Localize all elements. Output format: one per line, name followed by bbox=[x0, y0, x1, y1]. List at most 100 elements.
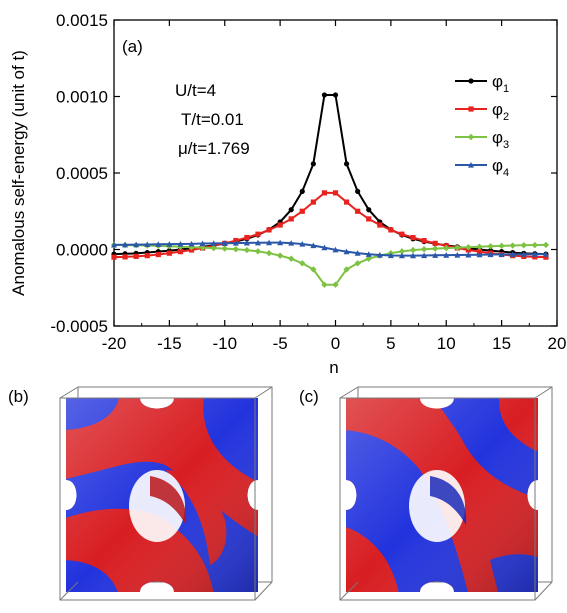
panel-a: -20 -15 -10 -5 0 5 10 15 20 -0.0005 0.0000 0.0005 0.… bbox=[9, 11, 566, 377]
data-point bbox=[210, 240, 217, 246]
data-point bbox=[487, 251, 494, 258]
series-4 bbox=[111, 239, 549, 259]
data-point bbox=[188, 240, 195, 247]
data-point bbox=[531, 241, 539, 249]
data-point bbox=[465, 244, 472, 251]
data-point bbox=[332, 281, 339, 288]
data-point bbox=[254, 248, 262, 255]
data-point bbox=[454, 244, 461, 251]
legend-label: φ1 bbox=[492, 72, 509, 95]
data-point bbox=[244, 234, 250, 241]
data-point bbox=[265, 249, 273, 257]
data-point bbox=[376, 252, 383, 258]
data-point bbox=[343, 199, 350, 205]
panel-b: (b) bbox=[8, 386, 273, 601]
data-point bbox=[122, 254, 128, 260]
data-point bbox=[377, 222, 383, 228]
data-point bbox=[365, 251, 372, 257]
legend: φ1 φ2 φ3 φ4 bbox=[455, 72, 509, 179]
data-point bbox=[432, 240, 438, 246]
series-line bbox=[113, 93, 546, 256]
data-point bbox=[321, 190, 328, 196]
data-point bbox=[410, 252, 417, 259]
data-point bbox=[343, 266, 350, 273]
data-point bbox=[454, 252, 461, 258]
data-point bbox=[432, 252, 439, 258]
data-point bbox=[332, 190, 339, 196]
data-point bbox=[509, 251, 516, 257]
data-point bbox=[410, 234, 416, 241]
data-point bbox=[343, 161, 350, 167]
x-tick-label: 10 bbox=[437, 334, 456, 353]
data-point bbox=[409, 246, 417, 254]
x-tick-label: -20 bbox=[102, 334, 127, 353]
data-point bbox=[398, 252, 405, 259]
data-point bbox=[487, 243, 494, 250]
data-point bbox=[443, 244, 450, 252]
axis-ticks: -20 -15 -10 -5 0 5 10 15 20 -0.0005 0.0000 0.0005 0.… bbox=[50, 11, 566, 353]
cube-front-edges-b bbox=[59, 386, 273, 601]
data-point bbox=[421, 252, 428, 259]
y-axis-label: Anomalous self-energy (unit of t) bbox=[9, 50, 28, 296]
data-point bbox=[420, 245, 428, 253]
series-line bbox=[113, 191, 546, 259]
data-point bbox=[310, 199, 316, 205]
data-point bbox=[387, 252, 394, 259]
data-point bbox=[133, 241, 140, 248]
data-point bbox=[398, 248, 406, 255]
data-point bbox=[509, 242, 516, 249]
annotation-t: T/t=0.01 bbox=[181, 110, 244, 129]
x-tick-label: 15 bbox=[492, 334, 511, 353]
data-point bbox=[133, 253, 139, 259]
data-point bbox=[343, 248, 350, 255]
data-point bbox=[144, 253, 150, 259]
panel-label-a: (a) bbox=[122, 37, 143, 56]
data-point bbox=[266, 227, 272, 233]
cube-front-edges-c bbox=[339, 386, 553, 601]
data-point bbox=[288, 240, 295, 246]
data-point bbox=[232, 240, 239, 246]
annotation-u: U/t=4 bbox=[175, 81, 216, 100]
data-point bbox=[421, 238, 427, 244]
data-point bbox=[144, 241, 151, 248]
x-tick-label: -15 bbox=[157, 334, 182, 353]
data-point bbox=[111, 254, 117, 260]
y-tick-label: 0.0005 bbox=[56, 164, 108, 183]
data-point bbox=[310, 242, 317, 249]
data-point bbox=[232, 245, 240, 253]
y-tick-label: 0.0010 bbox=[56, 88, 108, 107]
data-point bbox=[276, 252, 284, 259]
data-point bbox=[221, 245, 228, 252]
legend-marker bbox=[468, 78, 474, 84]
data-point bbox=[520, 242, 527, 249]
panel-label-c: (c) bbox=[299, 387, 319, 406]
data-point bbox=[542, 251, 549, 257]
data-point bbox=[299, 260, 306, 267]
legend-label: φ4 bbox=[492, 156, 509, 179]
data-point bbox=[310, 161, 316, 167]
data-point bbox=[321, 92, 328, 98]
data-point bbox=[155, 251, 161, 258]
y-tick-label: 0.0000 bbox=[56, 241, 108, 260]
x-tick-label: 0 bbox=[331, 334, 340, 353]
data-point bbox=[431, 245, 439, 252]
data-point bbox=[221, 240, 228, 246]
plot-frame bbox=[113, 19, 558, 327]
data-point bbox=[366, 207, 372, 213]
data-point bbox=[310, 266, 317, 273]
data-point bbox=[199, 240, 206, 247]
x-tick-label: 5 bbox=[386, 334, 395, 353]
data-point bbox=[531, 251, 538, 257]
data-point bbox=[498, 242, 505, 250]
data-point bbox=[155, 241, 162, 247]
data-point bbox=[520, 251, 527, 257]
panel-label-b: (b) bbox=[8, 387, 29, 406]
data-point bbox=[177, 249, 184, 255]
data-point bbox=[354, 250, 361, 256]
y-tick-label: 0.0015 bbox=[56, 11, 108, 30]
series-1 bbox=[111, 92, 549, 257]
data-point bbox=[111, 241, 117, 248]
data-point bbox=[498, 251, 505, 257]
data-point bbox=[277, 239, 284, 246]
legend-marker bbox=[467, 133, 475, 141]
